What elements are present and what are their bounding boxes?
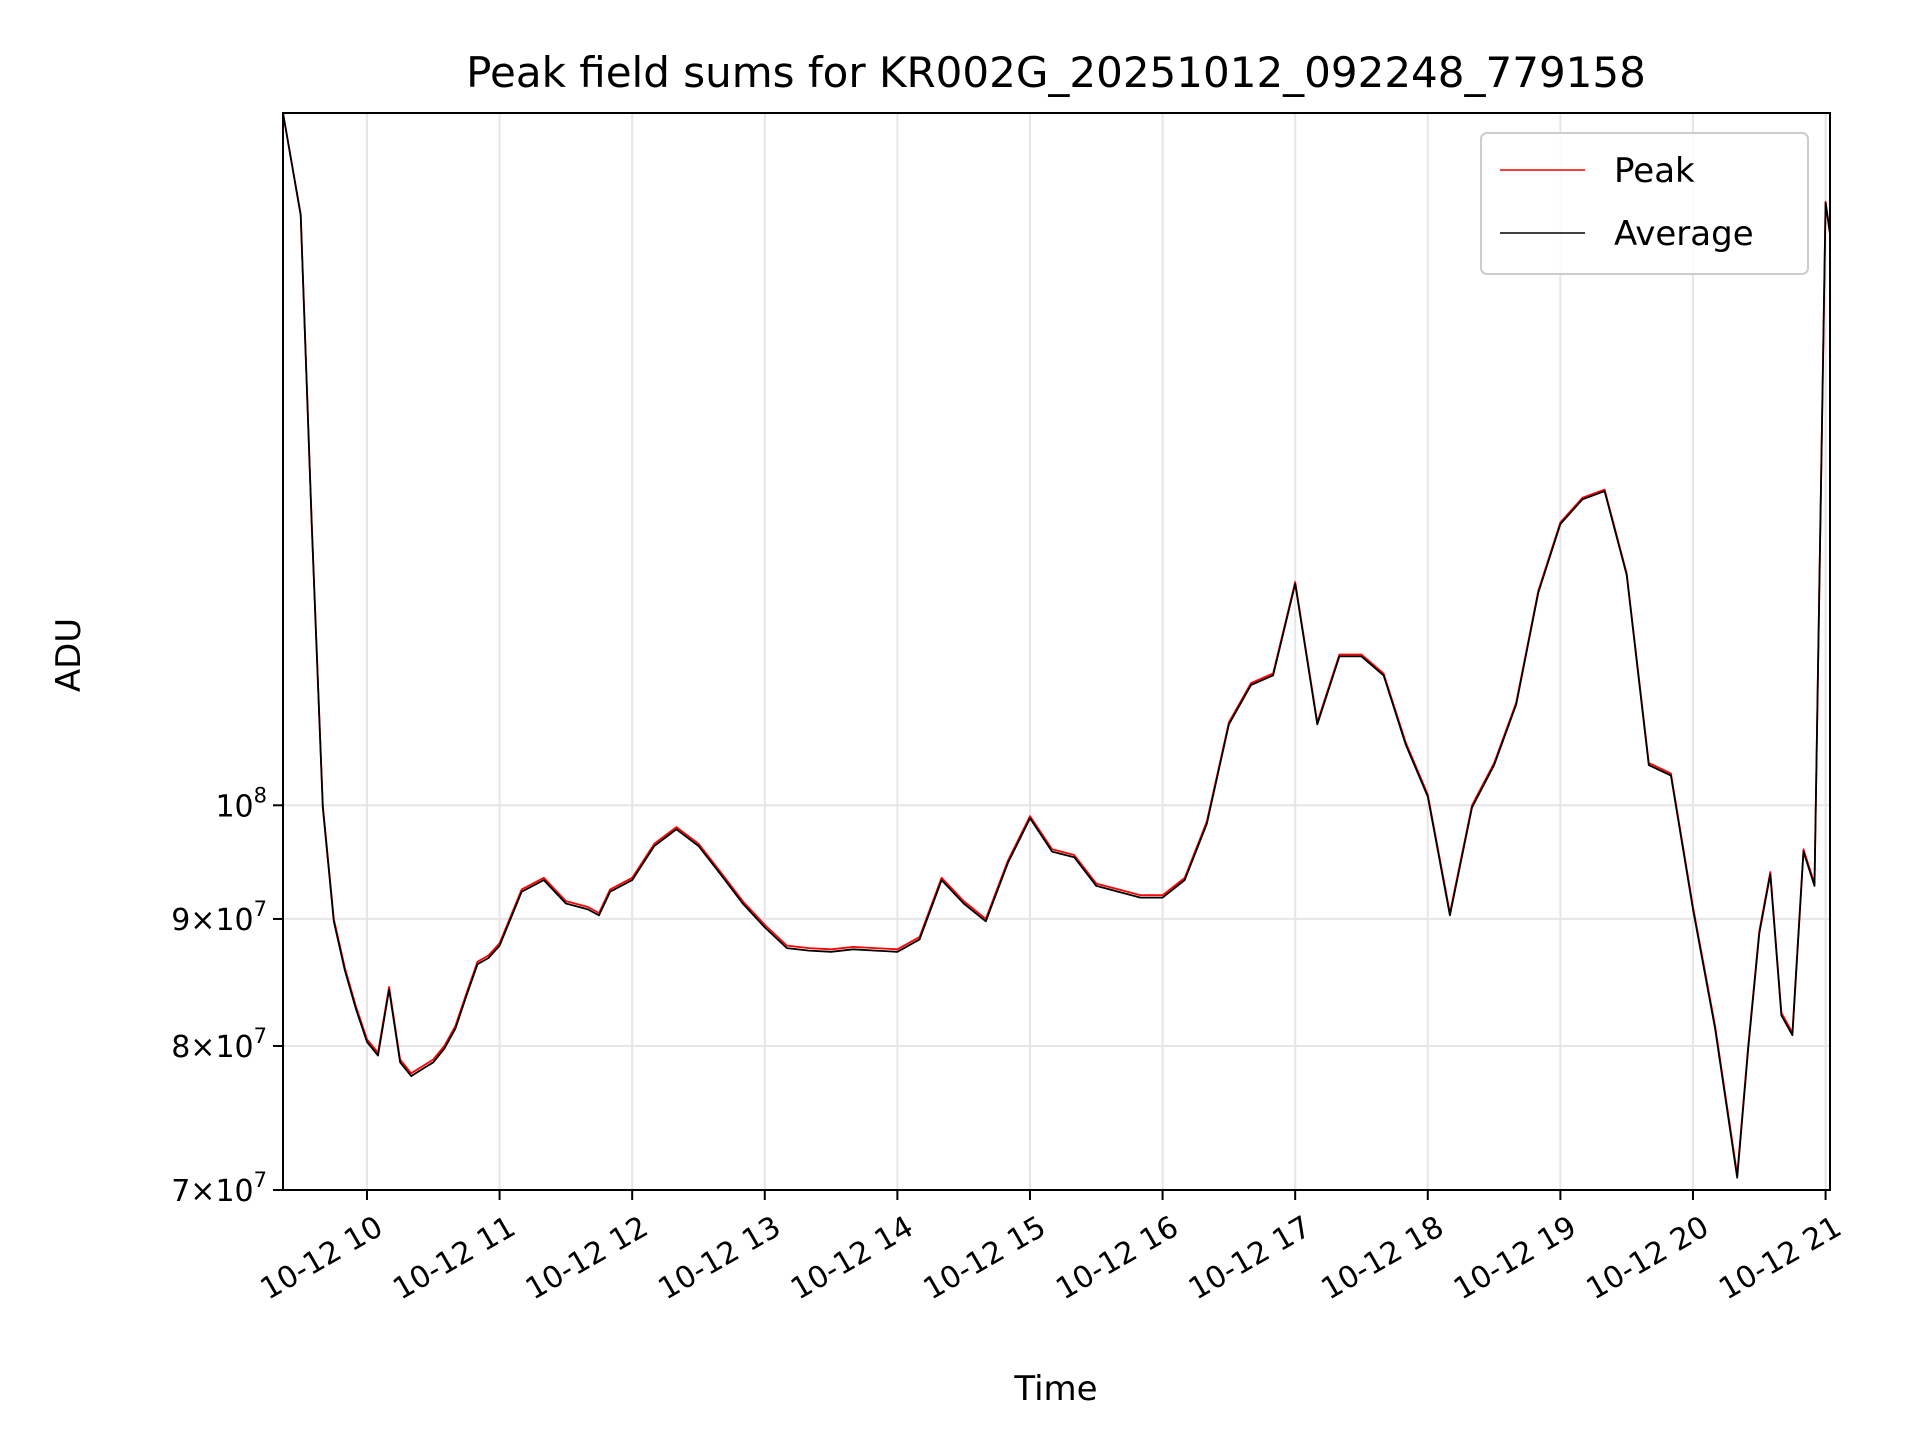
series-line-average	[283, 113, 1830, 1179]
y-axis: 7×107 8×107 9×107 108	[171, 783, 283, 1209]
legend-label-average: Average	[1614, 214, 1754, 254]
x-tick-label: 10-12 15	[918, 1209, 1052, 1307]
legend-label-peak: Peak	[1614, 151, 1695, 191]
x-tick-label: 10-12 17	[1183, 1209, 1317, 1307]
y-axis-title: ADU	[49, 618, 89, 692]
x-axis-title: Time	[1013, 1369, 1097, 1409]
y-tick-label: 8×107	[171, 1024, 267, 1065]
plot-frame	[282, 112, 1831, 1191]
x-tick-label: 10-12 12	[520, 1209, 654, 1307]
x-tick-label: 10-12 19	[1448, 1209, 1582, 1307]
x-tick-label: 10-12 20	[1581, 1209, 1715, 1307]
plot-background	[283, 113, 1830, 1190]
x-tick-label: 10-12 21	[1713, 1209, 1847, 1307]
grid	[283, 113, 1830, 1190]
x-tick-label: 10-12 10	[255, 1209, 389, 1307]
x-tick-label: 10-12 13	[652, 1209, 786, 1307]
legend-box	[1480, 132, 1809, 275]
x-tick-label: 10-12 18	[1315, 1209, 1449, 1307]
legend: Peak Average	[1480, 132, 1809, 275]
chart-title: Peak field sums for KR002G_20251012_0922…	[466, 48, 1646, 97]
x-tick-label: 10-12 11	[387, 1209, 521, 1307]
x-tick-label: 10-12 16	[1050, 1209, 1184, 1307]
y-tick-label: 108	[215, 783, 267, 824]
y-tick-label: 7×107	[171, 1168, 267, 1209]
series-group	[283, 113, 1830, 1179]
x-tick-label: 10-12 14	[785, 1209, 919, 1307]
y-tick-label: 9×107	[171, 897, 267, 938]
